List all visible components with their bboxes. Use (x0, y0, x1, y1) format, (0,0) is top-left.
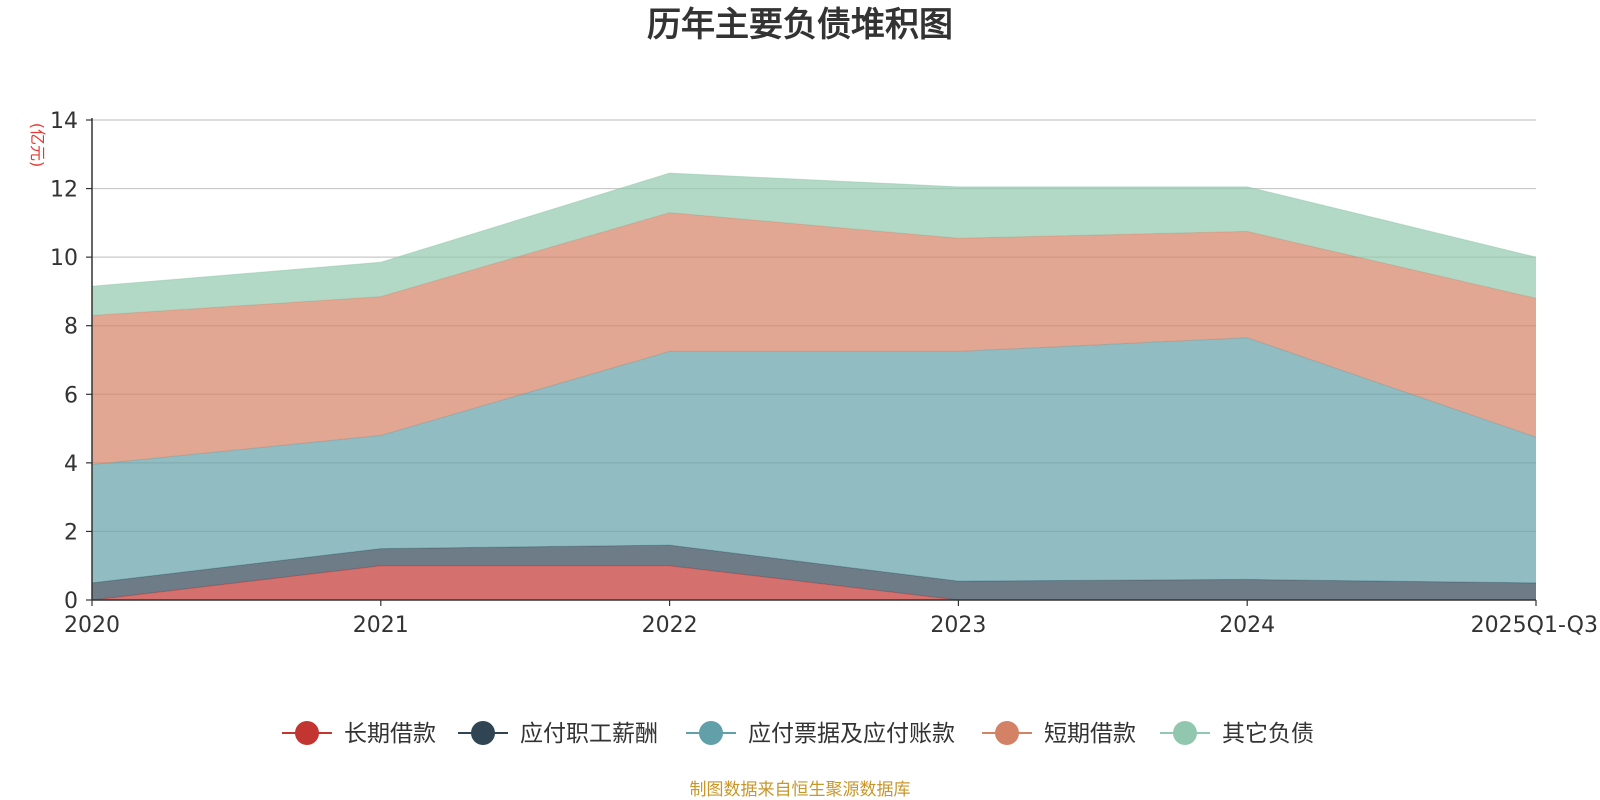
area-series-line-4 (91, 172, 1537, 287)
legend-label: 应付票据及应付账款 (748, 721, 955, 747)
legend-marker-icon (295, 721, 319, 745)
legend-label: 短期借款 (1044, 721, 1136, 747)
legend: 长期借款 应付职工薪酬 应付票据及应付账款 短期借款 其它负债 (282, 721, 1314, 747)
y-tick-label: 10 (50, 246, 78, 271)
x-tick-label: 2020 (64, 613, 120, 638)
x-tick-label: 2024 (1219, 613, 1275, 638)
area-series-1 (92, 545, 1536, 600)
area-series-2 (92, 337, 1536, 583)
legend-marker-icon (995, 721, 1019, 745)
x-tick-label: 2025Q1-Q3 (1471, 613, 1598, 638)
chart-title: 历年主要负债堆积图 (647, 5, 953, 45)
y-tick-label: 4 (64, 452, 78, 477)
legend-item-3[interactable]: 短期借款 (982, 721, 1136, 747)
y-tick-label: 0 (64, 589, 78, 614)
legend-item-0[interactable]: 长期借款 (282, 721, 436, 747)
y-tick-label: 14 (50, 109, 78, 134)
legend-item-2[interactable]: 应付票据及应付账款 (686, 721, 955, 747)
y-tick-label: 12 (50, 178, 78, 203)
y-tick-label: 8 (64, 315, 78, 340)
x-tick-label: 2021 (353, 613, 409, 638)
legend-marker-icon (699, 721, 723, 745)
y-tick-label: 6 (64, 383, 78, 408)
x-tick-label: 2022 (642, 613, 698, 638)
y-tick-label: 2 (64, 520, 78, 545)
legend-marker-icon (1173, 721, 1197, 745)
x-tick-label: 2023 (930, 613, 986, 638)
legend-label: 长期借款 (344, 721, 436, 747)
source-note: 制图数据来自恒生聚源数据库 (690, 780, 911, 800)
axes: 0 2 4 6 8 10 12 14 2020 2021 2022 2023 2024 2025Q1-Q3 (50, 109, 1598, 638)
legend-item-1[interactable]: 应付职工薪酬 (458, 721, 658, 747)
area-series (91, 172, 1537, 601)
legend-marker-icon (471, 721, 495, 745)
legend-item-4[interactable]: 其它负债 (1160, 721, 1314, 747)
legend-label: 应付职工薪酬 (520, 721, 658, 747)
legend-label: 其它负债 (1222, 721, 1314, 747)
y-axis-unit-label: (亿元) (28, 123, 47, 168)
area-series-4 (92, 173, 1536, 316)
